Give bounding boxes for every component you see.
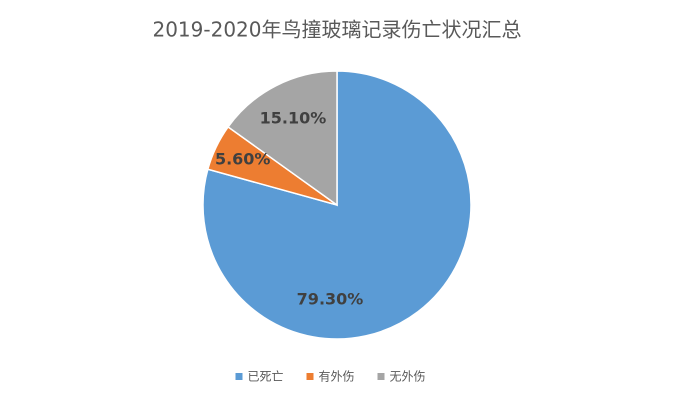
chart-title: 2019-2020年鸟撞玻璃记录伤亡状况汇总: [152, 18, 521, 42]
legend-swatch: [306, 373, 314, 380]
legend-label: 有外伤: [319, 370, 355, 384]
data-label: 79.30%: [297, 290, 364, 309]
data-label: 15.10%: [260, 109, 327, 128]
pie-slice: [227, 70, 338, 207]
legend-label: 无外伤: [390, 370, 426, 384]
legend-label: 已死亡: [248, 370, 284, 384]
legend-swatch: [377, 373, 385, 380]
legend-swatch: [235, 373, 243, 380]
data-label: 5.60%: [215, 149, 271, 168]
